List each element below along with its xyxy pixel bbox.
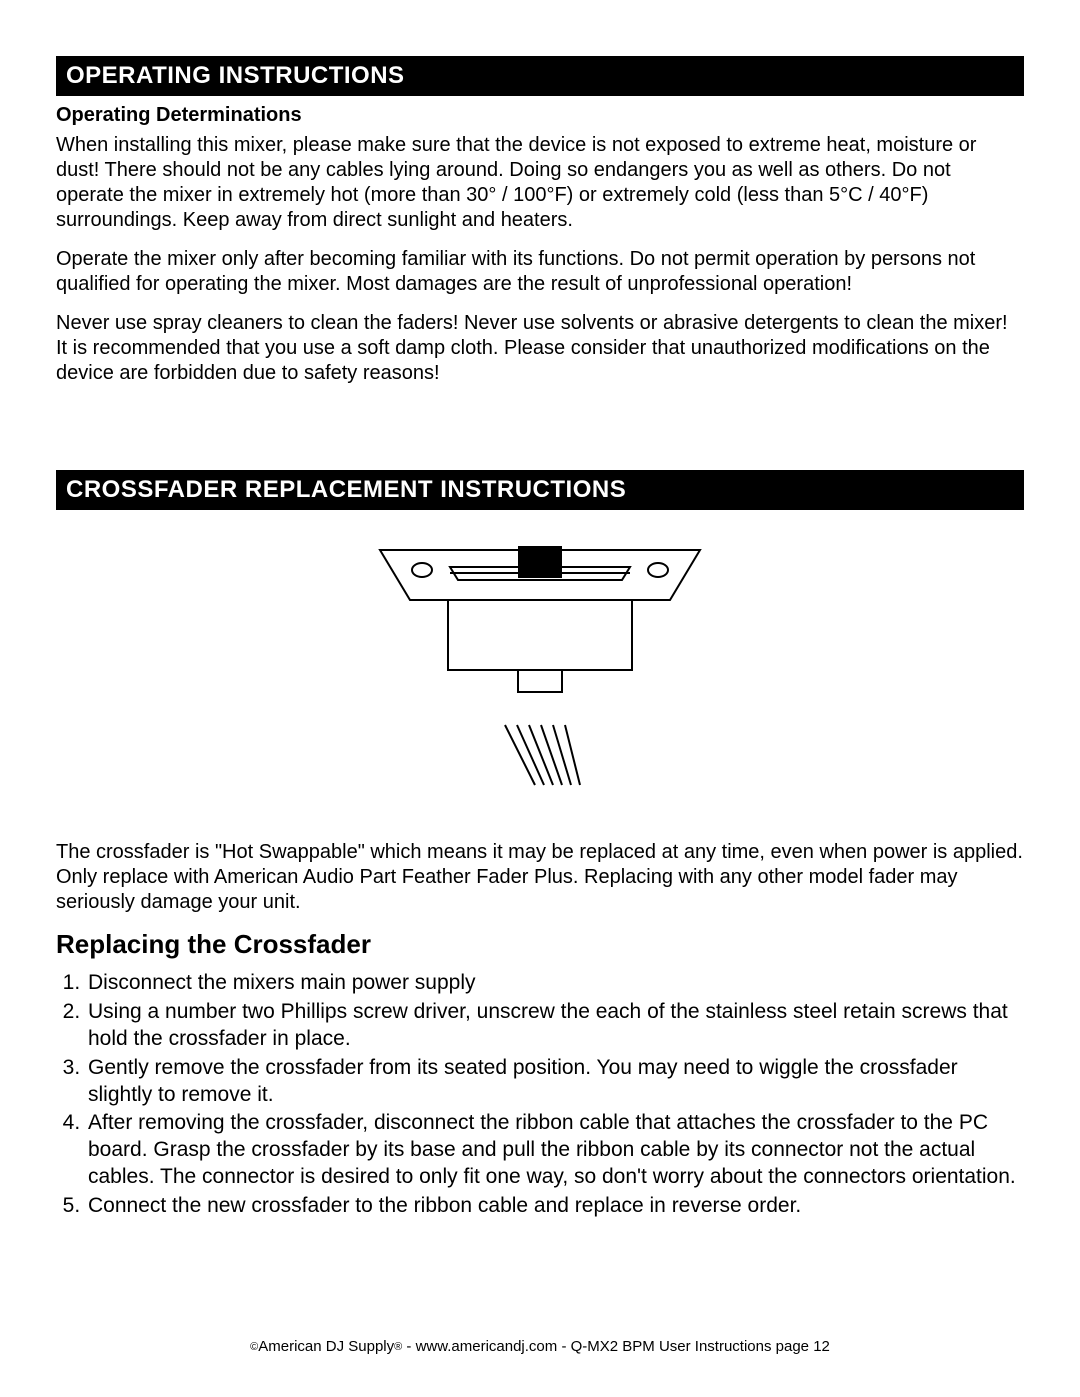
operating-para-1: When installing this mixer, please make … xyxy=(56,133,1024,233)
replacing-crossfader-subhead: Replacing the Crossfader xyxy=(56,929,1024,960)
document-page: OPERATING INSTRUCTIONS Operating Determi… xyxy=(0,0,1080,1397)
step-2: Using a number two Phillips screw driver… xyxy=(86,999,1024,1053)
step-4: After removing the crossfader, disconnec… xyxy=(86,1110,1024,1191)
crossfader-replacement-header: CROSSFADER REPLACEMENT INSTRUCTIONS xyxy=(56,470,1024,510)
operating-para-2: Operate the mixer only after becoming fa… xyxy=(56,247,1024,297)
crossfader-svg xyxy=(370,540,710,800)
page-footer: ©American DJ Supply® - www.americandj.co… xyxy=(0,1338,1080,1355)
step-3: Gently remove the crossfader from its se… xyxy=(86,1055,1024,1109)
operating-instructions-header: OPERATING INSTRUCTIONS xyxy=(56,56,1024,96)
step-1: Disconnect the mixers main power supply xyxy=(86,970,1024,997)
operating-para-3: Never use spray cleaners to clean the fa… xyxy=(56,311,1024,386)
step-5: Connect the new crossfader to the ribbon… xyxy=(86,1193,1024,1220)
spacer xyxy=(56,400,1024,470)
replacement-steps-list: Disconnect the mixers main power supply … xyxy=(56,970,1024,1220)
operating-determinations-subhead: Operating Determinations xyxy=(56,104,1024,127)
footer-prefix: American DJ Supply xyxy=(258,1338,394,1355)
crossfader-intro: The crossfader is "Hot Swappable" which … xyxy=(56,840,1024,915)
crossfader-diagram xyxy=(56,540,1024,800)
footer-text: - www.americandj.com - Q-MX2 BPM User In… xyxy=(402,1338,830,1355)
